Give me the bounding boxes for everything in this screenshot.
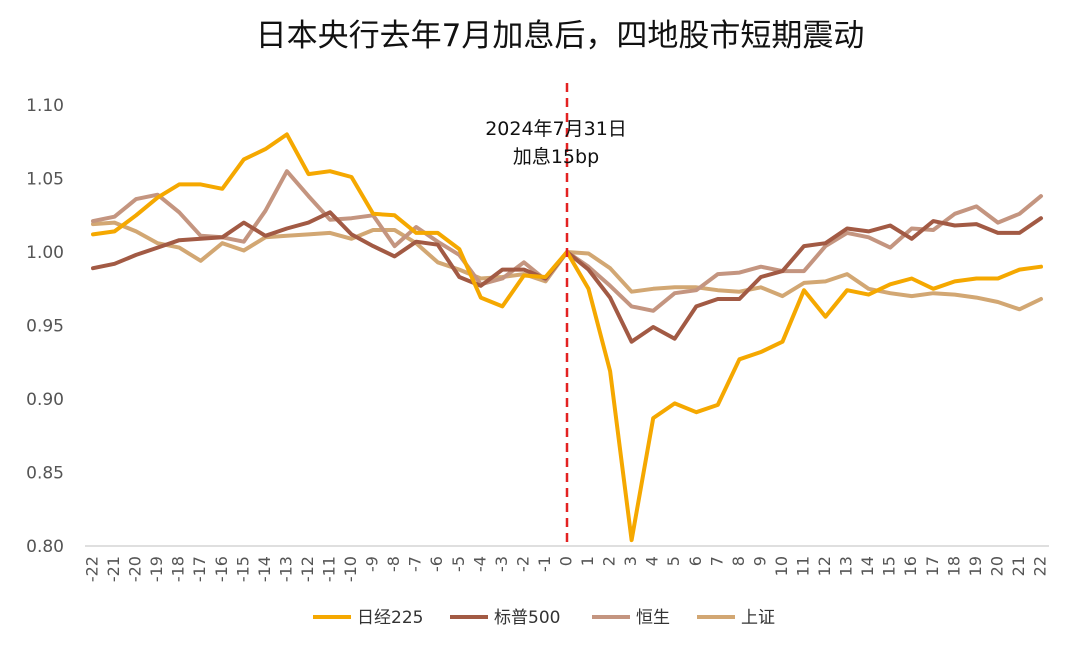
legend-label: 恒生	[636, 608, 670, 628]
chart-title: 日本央行去年7月加息后，四地股市短期震动	[256, 18, 865, 54]
x-tick-label: 20	[987, 556, 1006, 576]
x-tick-label: -1	[535, 556, 554, 572]
x-tick-label: 14	[858, 556, 877, 576]
x-tick-label: -18	[169, 556, 188, 582]
x-tick-label: -9	[363, 556, 382, 572]
x-tick-label: 17	[923, 556, 942, 576]
annotation-date-label: 2024年7月31日	[485, 118, 627, 140]
x-tick-label: 21	[1009, 556, 1028, 576]
annotation-hike-label: 加息15bp	[513, 146, 599, 168]
y-tick-label: 0.80	[26, 537, 64, 557]
x-tick-label: 18	[944, 556, 963, 576]
legend-label: 上证	[741, 608, 775, 628]
x-tick-label: -10	[341, 556, 360, 582]
x-tick-label: 19	[966, 556, 985, 576]
y-tick-label: 1.00	[26, 243, 64, 263]
x-tick-label: -17	[190, 556, 209, 582]
legend-label: 日经225	[357, 608, 423, 628]
x-axis: -22 -21 -20 -19 -18 -17 -16 -15 -14 -13 -12 -11 -10-…	[83, 556, 1050, 582]
x-tick-label: 3	[621, 556, 640, 566]
x-tick-label: 12	[815, 556, 834, 576]
y-tick-label: 0.95	[26, 317, 64, 337]
x-tick-label: 7	[707, 556, 726, 566]
rate-hike-annotation: 2024年7月31日 加息15bp	[485, 83, 627, 546]
y-tick-label: 1.10	[26, 96, 64, 116]
y-axis: 0.80 0.85 0.90 0.95 1.00 1.05 1.10	[26, 96, 64, 557]
x-tick-label: 11	[794, 556, 813, 576]
x-tick-label: 0	[557, 556, 576, 566]
x-tick-label: 10	[772, 556, 791, 576]
series-line	[91, 210, 1043, 344]
y-tick-label: 0.90	[26, 390, 64, 410]
x-tick-label: 5	[664, 556, 683, 566]
x-tick-label: -5	[449, 556, 468, 572]
x-tick-label: -2	[513, 556, 532, 572]
x-tick-label: 1	[578, 556, 597, 566]
x-tick-label: -22	[83, 556, 102, 582]
x-tick-label: 9	[750, 556, 769, 566]
y-tick-label: 1.05	[26, 170, 64, 190]
x-tick-label: 4	[643, 556, 662, 566]
x-tick-label: 15	[880, 556, 899, 576]
x-tick-label: 13	[837, 556, 856, 576]
x-tick-label: -15	[233, 556, 252, 582]
x-tick-label: -19	[147, 556, 166, 582]
x-tick-label: -21	[104, 556, 123, 582]
y-tick-label: 0.85	[26, 464, 64, 484]
x-tick-label: 2	[600, 556, 619, 566]
x-tick-label: 16	[901, 556, 920, 576]
x-tick-label: -16	[212, 556, 231, 582]
x-tick-label: 6	[686, 556, 705, 566]
legend-label: 标普500	[494, 608, 560, 628]
x-tick-label: -8	[384, 556, 403, 572]
x-tick-label: -3	[492, 556, 511, 572]
x-tick-label: -11	[320, 556, 339, 582]
x-tick-label: 8	[729, 556, 748, 566]
x-tick-label: -4	[470, 556, 489, 572]
x-tick-label: -7	[406, 556, 425, 572]
x-tick-label: -20	[126, 556, 145, 582]
x-tick-label: 22	[1031, 556, 1050, 576]
x-tick-label: -13	[276, 556, 295, 582]
x-tick-label: -6	[427, 556, 446, 572]
x-tick-label: -12	[298, 556, 317, 582]
legend: 日经225 标普500 恒生 上证	[313, 608, 775, 628]
x-tick-label: -14	[255, 556, 274, 582]
